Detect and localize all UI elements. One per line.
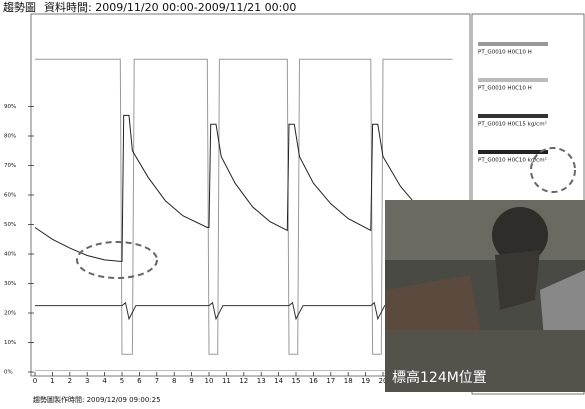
x-tick-label: 12 (239, 377, 248, 385)
chart-subtitle: 資料時間: 2009/11/20 00:00-2009/11/21 00:00 (44, 0, 296, 14)
footer: 趨勢圖製作時間: 2009/12/09 09:00:25 (33, 395, 161, 404)
y-tick-label: 30% (4, 281, 16, 287)
chart-title: 趨勢圖 (3, 0, 36, 14)
photo-background (385, 200, 585, 260)
x-tick-label: 8 (172, 377, 176, 385)
x-tick-label: 20 (379, 377, 388, 385)
x-tick-label: 6 (137, 377, 142, 385)
x-tick-label: 9 (189, 377, 193, 385)
photo-ground (385, 330, 585, 392)
x-tick-label: 15 (292, 377, 301, 385)
photo-caption: 標高124M位置 (392, 369, 487, 386)
photo-bucket (495, 250, 540, 310)
legend: PT_G0010 H0C10 H PT_G0010 H0C10 H PT_G0010… (478, 42, 548, 164)
x-tick-label: 18 (344, 377, 353, 385)
x-tick-label: 19 (361, 377, 370, 385)
x-tick-label: 2 (68, 377, 72, 385)
y-tick-label: 70% (4, 163, 16, 169)
x-tick-label: 4 (102, 377, 107, 385)
series-line (34, 114, 453, 262)
x-tick-label: 7 (155, 377, 159, 385)
x-tick-label: 16 (309, 377, 318, 385)
y-tick-label: 10% (4, 340, 16, 346)
photo-machine (492, 207, 548, 263)
legend-swatch (478, 42, 548, 46)
legend-swatch (478, 114, 548, 118)
y-tick-label: 0% (4, 370, 13, 376)
series-line (35, 301, 453, 321)
y-tick-label: 60% (4, 193, 16, 199)
photo-wall (385, 275, 480, 345)
legend-swatch (478, 78, 548, 82)
x-tick-label: 0 (33, 377, 37, 385)
y-tick-label: 20% (4, 311, 16, 317)
x-tick-label: 13 (257, 377, 266, 385)
highlight-ellipse (530, 147, 576, 193)
y-tick-label: 50% (4, 222, 16, 228)
series-line (35, 58, 453, 355)
x-tick-label: 11 (222, 377, 231, 385)
highlight-ellipse (76, 241, 158, 279)
x-tick-label: 1 (50, 377, 54, 385)
legend-label: PT_G0010 H0C10 kg/cm² (478, 157, 547, 164)
legend-label: PT_G0010 H0C10 H (478, 86, 532, 92)
x-tick-label: 17 (326, 377, 335, 385)
site-photo: 標高124M位置 (385, 200, 585, 392)
y-tick-label: 40% (4, 252, 16, 258)
plot-area (34, 58, 453, 371)
legend-label: PT_G0010 H0C15 kg/cm² (478, 121, 547, 128)
x-tick-label: 5 (120, 377, 124, 385)
y-tick-label: 90% (4, 104, 16, 110)
legend-label: PT_G0010 H0C10 H (478, 50, 532, 56)
x-tick-label: 10 (205, 377, 214, 385)
legend-swatch (478, 150, 548, 154)
x-tick-label: 14 (274, 377, 283, 385)
y-tick-label: 80% (4, 134, 16, 140)
x-tick-label: 3 (85, 377, 89, 385)
